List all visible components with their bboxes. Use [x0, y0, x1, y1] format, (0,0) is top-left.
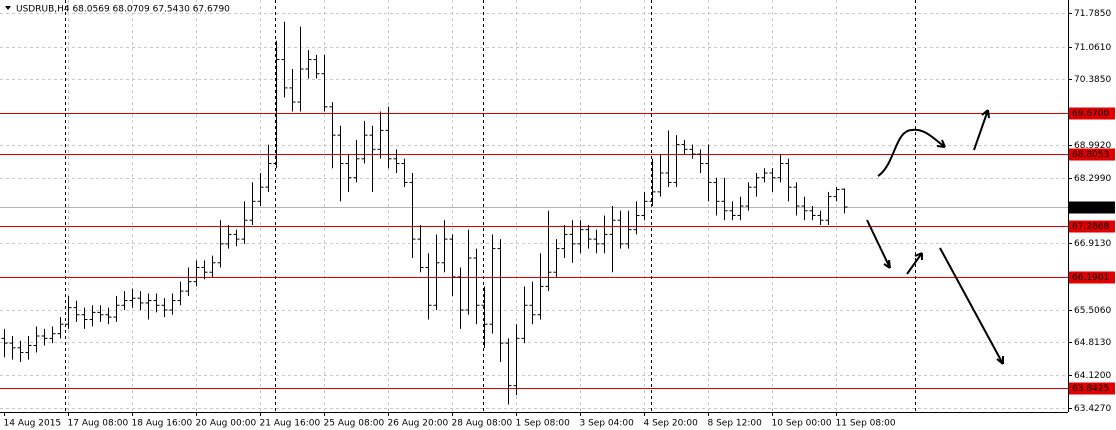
- x-tick-label: 4 Sep 20:00: [644, 419, 699, 429]
- x-tick-label: 1 Sep 08:00: [516, 419, 571, 429]
- y-tick-label: 71.0610: [1074, 43, 1111, 53]
- forecast-arrow: [866, 219, 891, 269]
- axis-labels: 71.7850 71.0610 70.3850 68.9920 68.2990 66.91…: [4, 9, 1115, 429]
- y-tick-label: 64.8130: [1074, 338, 1111, 348]
- current-price-label: 67.6790: [1072, 203, 1109, 213]
- grid-layer: [0, 0, 1068, 412]
- separators: [65, 0, 916, 412]
- x-tick-label: 8 Sep 12:00: [708, 419, 763, 429]
- current-price-box: [1069, 201, 1115, 214]
- x-tick-label: 18 Aug 16:00: [132, 419, 193, 429]
- x-tick-label: 26 Aug 20:00: [388, 419, 449, 429]
- levels-layer: [0, 113, 1068, 389]
- bars-layer: [1, 21, 848, 405]
- forecast-curve: [877, 128, 946, 177]
- level-label-box: [1069, 271, 1115, 284]
- x-tick-label: 28 Aug 08:00: [452, 419, 513, 429]
- level-label-box: [1069, 382, 1115, 395]
- x-tick-label: 20 Aug 00:00: [196, 419, 257, 429]
- x-tick-label: 25 Aug 08:00: [324, 419, 385, 429]
- level-label-box: [1069, 220, 1115, 233]
- level-label: 66.1901: [1072, 273, 1109, 283]
- arrow-head: [936, 139, 946, 148]
- forecast-arrow: [939, 247, 1004, 365]
- y-tick-label: 65.5060: [1074, 306, 1111, 316]
- x-tick-label: 21 Aug 16:00: [260, 419, 321, 429]
- x-tick-label: 3 Sep 04:00: [580, 419, 635, 429]
- y-tick-label: 64.1200: [1074, 371, 1111, 381]
- level-label: 63.8425: [1072, 384, 1109, 394]
- level-label: 69.6700: [1072, 109, 1109, 119]
- y-tick-label: 71.7850: [1074, 9, 1111, 19]
- x-tick-label: 10 Sep 00:00: [772, 419, 832, 429]
- forecast-arrow: [973, 109, 990, 151]
- chart-title: USDRUB,H4 68.0569 68.0709 67.5430 67.679…: [16, 5, 230, 15]
- forecast-arrows: [866, 109, 1004, 365]
- y-tick-label: 70.3850: [1074, 75, 1111, 85]
- level-label: 68.8053: [1072, 150, 1109, 160]
- level-label-box: [1069, 107, 1115, 120]
- x-tick-label: 11 Sep 08:00: [836, 419, 896, 429]
- y-tick-label: 63.4270: [1074, 404, 1111, 414]
- level-label: 67.2868: [1072, 222, 1109, 232]
- x-tick-label: 17 Aug 08:00: [68, 419, 129, 429]
- collapse-icon[interactable]: [5, 6, 11, 10]
- y-tick-label: 68.9920: [1074, 141, 1111, 151]
- y-tick-label: 68.2990: [1074, 174, 1111, 184]
- x-tick-label: 14 Aug 2015: [4, 419, 62, 429]
- level-label-box: [1069, 148, 1115, 161]
- forecast-arrow: [906, 252, 923, 275]
- y-tick-label: 66.9130: [1074, 239, 1111, 249]
